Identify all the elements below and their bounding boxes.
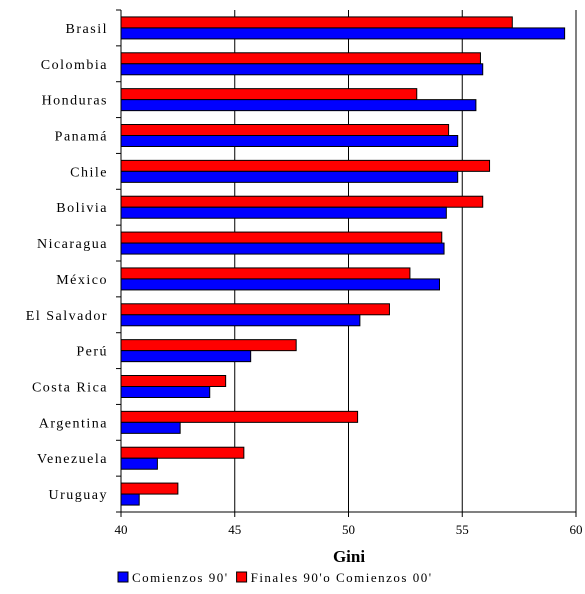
category-labels: Brasil Colombia Honduras Panamá Chile Bolivia…: [26, 22, 109, 503]
x-tick-label: 50: [342, 522, 355, 537]
bar-comienzos-8: [120, 314, 361, 327]
bar-comienzos-7: [120, 278, 440, 291]
bar-comienzos-3: [120, 135, 459, 147]
category-label: Panamá: [55, 130, 108, 145]
category-label: México: [56, 273, 108, 288]
category-label: Bolivia: [56, 201, 108, 216]
x-tick-label: 45: [228, 522, 241, 537]
legend-swatch-finales: [236, 571, 248, 583]
category-label: Brasil: [66, 22, 108, 37]
x-tick-label: 55: [456, 522, 469, 537]
bar-comienzos-12: [120, 457, 158, 470]
bar-finales-7: [120, 267, 411, 280]
bar-comienzos-9: [120, 350, 252, 363]
bar-comienzos-0: [120, 27, 566, 40]
bar-finales-1: [120, 52, 481, 65]
bar-comienzos-4: [120, 170, 459, 183]
x-tick-label: 40: [115, 522, 128, 537]
bar-comienzos-2: [120, 99, 477, 112]
bar-finales-10: [120, 375, 227, 387]
bar-comienzos-11: [120, 421, 181, 434]
x-tick-label: 60: [570, 522, 583, 537]
bar-finales-0: [120, 16, 513, 29]
bar-finales-11: [120, 410, 359, 423]
axes: [116, 9, 577, 517]
category-label: Venezuela: [37, 452, 108, 467]
category-label: Costa Rica: [32, 381, 108, 396]
legend-label-finales: Finales 90'o Comienzos 00': [251, 570, 433, 585]
category-label: Argentina: [39, 416, 108, 431]
bar-finales-4: [120, 159, 491, 172]
bar-finales-13: [120, 482, 179, 495]
bar-comienzos-10: [120, 386, 211, 398]
bars: [120, 16, 566, 506]
legend-label-comienzos: Comienzos 90': [132, 570, 229, 585]
bar-comienzos-13: [120, 493, 140, 506]
grid-lines: [234, 10, 577, 512]
bar-finales-2: [120, 88, 418, 101]
bar-finales-5: [120, 195, 484, 208]
bar-comienzos-5: [120, 206, 447, 219]
category-label: Perú: [76, 345, 108, 360]
category-label: Chile: [70, 165, 108, 180]
category-label: Uruguay: [49, 488, 109, 503]
category-label: El Salvador: [26, 309, 108, 324]
x-axis-title: Gini: [333, 547, 365, 566]
legend-swatch-comienzos: [117, 571, 129, 583]
category-label: Colombia: [41, 58, 108, 73]
category-label: Nicaragua: [37, 237, 108, 252]
bar-finales-3: [120, 124, 450, 136]
category-label: Honduras: [42, 94, 108, 109]
legend: Comienzos 90' Finales 90'o Comienzos 00': [117, 570, 433, 585]
bar-finales-6: [120, 231, 443, 244]
bar-comienzos-6: [120, 242, 445, 255]
bar-finales-8: [120, 303, 390, 316]
tick-labels: 40 45 50 55 60: [115, 522, 583, 537]
bar-finales-9: [120, 339, 297, 352]
bar-finales-12: [120, 446, 245, 459]
bar-comienzos-1: [120, 63, 484, 76]
